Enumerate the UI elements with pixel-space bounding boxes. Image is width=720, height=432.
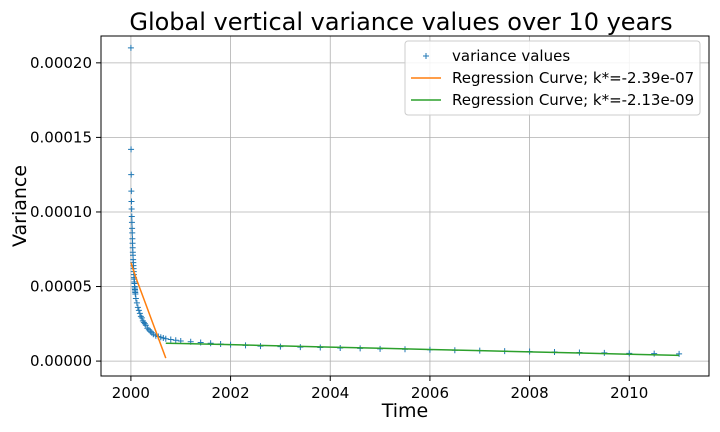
data-point xyxy=(626,350,633,357)
data-point xyxy=(172,337,179,344)
data-point xyxy=(144,325,151,332)
chart-title: Global vertical variance values over 10 … xyxy=(129,8,672,36)
x-axis: 2000 2002 2004 2006 2008 2010 xyxy=(112,376,648,402)
y-tick-label: 0.00020 xyxy=(30,54,92,72)
data-point xyxy=(128,205,135,212)
data-point xyxy=(128,146,135,153)
data-point xyxy=(128,213,135,220)
x-tick-label: 2000 xyxy=(112,384,150,402)
data-point xyxy=(129,229,136,236)
data-point xyxy=(128,198,135,205)
data-point xyxy=(147,328,154,335)
y-tick-label: 0.00000 xyxy=(30,352,92,370)
data-point xyxy=(128,171,135,178)
data-point xyxy=(148,329,155,336)
data-point xyxy=(651,350,658,357)
data-point xyxy=(167,336,174,343)
data-point xyxy=(142,322,149,329)
y-tick-label: 0.00005 xyxy=(30,278,92,296)
data-point xyxy=(127,44,134,51)
data-point xyxy=(162,335,169,342)
x-tick-label: 2006 xyxy=(411,384,449,402)
data-point xyxy=(138,314,145,321)
data-point xyxy=(141,320,148,327)
y-axis: 0.00000 0.00005 0.00010 0.00015 0.00020 xyxy=(30,54,101,370)
legend-label: Regression Curve; k*=-2.39e-07 xyxy=(452,69,694,87)
x-tick-label: 2008 xyxy=(510,384,548,402)
data-point xyxy=(676,350,683,357)
legend-label: variance values xyxy=(452,47,570,65)
y-tick-label: 0.00015 xyxy=(30,128,92,146)
legend-label: Regression Curve; k*=-2.13e-09 xyxy=(452,91,694,109)
data-point xyxy=(207,340,214,347)
x-tick-label: 2002 xyxy=(211,384,249,402)
x-tick-label: 2004 xyxy=(311,384,349,402)
plot-area xyxy=(127,44,683,359)
data-point xyxy=(128,188,135,195)
data-point xyxy=(128,219,135,226)
data-point xyxy=(132,295,139,302)
x-tick-label: 2010 xyxy=(610,384,648,402)
y-axis-label: Variance xyxy=(9,165,31,247)
data-point xyxy=(134,304,141,311)
data-point xyxy=(133,299,140,306)
y-tick-label: 0.00010 xyxy=(30,203,92,221)
legend: variance values Regression Curve; k*=-2.3… xyxy=(404,40,701,116)
data-point xyxy=(145,326,152,333)
data-point xyxy=(137,313,144,320)
data-point xyxy=(135,307,142,314)
x-axis-label: Time xyxy=(381,400,429,422)
data-point xyxy=(136,310,143,317)
legend-marker xyxy=(423,53,429,59)
regression-line-1 xyxy=(130,262,167,359)
regression-line-2 xyxy=(165,342,680,357)
legend-box xyxy=(404,40,701,116)
plot-frame xyxy=(100,35,710,377)
